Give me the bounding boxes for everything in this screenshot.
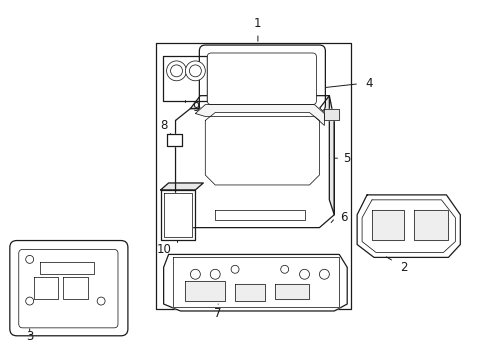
Polygon shape — [324, 109, 339, 121]
Polygon shape — [40, 262, 94, 274]
Polygon shape — [319, 96, 334, 215]
Polygon shape — [163, 56, 207, 100]
Polygon shape — [34, 277, 59, 299]
Text: 3: 3 — [26, 330, 33, 343]
Polygon shape — [235, 284, 264, 301]
Circle shape — [185, 61, 205, 81]
Text: 2: 2 — [399, 261, 407, 274]
Polygon shape — [361, 200, 454, 252]
Circle shape — [189, 65, 201, 77]
Polygon shape — [185, 281, 224, 301]
Polygon shape — [413, 210, 447, 239]
FancyBboxPatch shape — [10, 240, 128, 336]
Text: 10: 10 — [156, 243, 171, 256]
Text: 8: 8 — [160, 119, 167, 132]
Text: 7: 7 — [214, 307, 222, 320]
Polygon shape — [190, 96, 334, 121]
Polygon shape — [215, 210, 304, 220]
Polygon shape — [205, 113, 319, 185]
FancyBboxPatch shape — [19, 249, 118, 328]
Circle shape — [170, 65, 182, 77]
Text: 5: 5 — [343, 152, 350, 165]
Text: 6: 6 — [340, 211, 347, 224]
Polygon shape — [166, 134, 182, 146]
Polygon shape — [172, 257, 339, 307]
Polygon shape — [371, 210, 403, 239]
Polygon shape — [274, 284, 309, 299]
Polygon shape — [155, 43, 350, 309]
Polygon shape — [163, 193, 192, 237]
Polygon shape — [356, 195, 459, 257]
Text: 1: 1 — [254, 17, 261, 30]
Circle shape — [166, 61, 186, 81]
Polygon shape — [163, 255, 346, 311]
FancyBboxPatch shape — [199, 45, 325, 112]
Polygon shape — [195, 105, 324, 125]
Text: 9: 9 — [192, 101, 200, 114]
Polygon shape — [161, 183, 203, 190]
Polygon shape — [175, 109, 334, 228]
FancyBboxPatch shape — [207, 53, 316, 105]
Polygon shape — [161, 190, 195, 239]
Polygon shape — [63, 277, 88, 299]
Text: 4: 4 — [365, 77, 372, 90]
